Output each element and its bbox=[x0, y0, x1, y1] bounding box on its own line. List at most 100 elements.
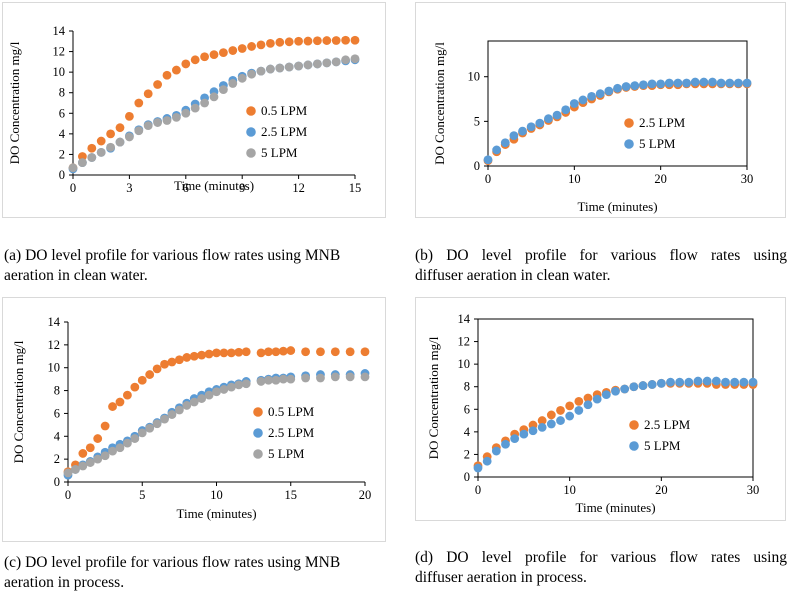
data-point bbox=[569, 99, 579, 108]
data-point bbox=[742, 78, 752, 88]
y-tick-label: 6 bbox=[54, 406, 60, 420]
y-axis-label: DO Concentration mg/l bbox=[11, 340, 26, 463]
data-point bbox=[565, 411, 575, 421]
data-point bbox=[266, 38, 275, 48]
data-point bbox=[330, 372, 340, 382]
chart-panel-c: 0 2 4 6 8 10 12 14 0 5 10 15 20 Time (minutes) DO Conc… bbox=[2, 297, 386, 542]
legend-marker bbox=[253, 407, 263, 417]
data-point bbox=[699, 77, 709, 87]
data-point bbox=[247, 69, 256, 79]
data-point bbox=[711, 376, 721, 386]
y-tick-label: 6 bbox=[59, 106, 65, 120]
data-point bbox=[739, 377, 749, 387]
legend-label: 0.5 LPM bbox=[261, 103, 308, 118]
x-tick-label: 0 bbox=[65, 488, 71, 502]
chart-b: 0 5 10 0 10 20 30 Time (minutes) DO Concentratio… bbox=[432, 40, 753, 214]
x-tick-label: 15 bbox=[285, 488, 298, 502]
data-point bbox=[78, 158, 87, 168]
data-point bbox=[123, 438, 132, 448]
data-point bbox=[501, 439, 510, 449]
data-point bbox=[134, 126, 144, 136]
data-point bbox=[219, 348, 229, 358]
data-point bbox=[174, 405, 184, 415]
data-point bbox=[360, 347, 370, 357]
legend-marker bbox=[253, 428, 263, 438]
data-point bbox=[278, 374, 288, 384]
x-tick-label: 10 bbox=[210, 488, 223, 502]
chart-c: 0 2 4 6 8 10 12 14 0 5 10 15 20 Time (minutes) DO Conc… bbox=[11, 315, 371, 521]
data-point bbox=[93, 454, 103, 464]
y-tick-label: 10 bbox=[53, 65, 66, 79]
data-point bbox=[264, 375, 273, 385]
data-point bbox=[219, 85, 228, 95]
data-point bbox=[172, 113, 181, 122]
legend-marker bbox=[253, 449, 263, 459]
data-point bbox=[209, 50, 219, 60]
data-point bbox=[125, 111, 134, 121]
data-point bbox=[256, 40, 266, 50]
data-point bbox=[638, 381, 648, 390]
data-point bbox=[271, 375, 281, 385]
data-point bbox=[313, 36, 322, 46]
data-point bbox=[322, 58, 332, 68]
data-point bbox=[96, 136, 106, 146]
data-point bbox=[535, 118, 545, 128]
data-point bbox=[537, 416, 547, 425]
data-point bbox=[167, 357, 177, 367]
data-point bbox=[78, 449, 88, 458]
data-point bbox=[182, 353, 192, 362]
data-point bbox=[546, 419, 556, 429]
data-point bbox=[226, 382, 236, 392]
y-tick-label: 0 bbox=[474, 159, 480, 173]
data-point bbox=[197, 394, 207, 403]
data-point bbox=[492, 145, 502, 155]
data-point bbox=[473, 463, 483, 473]
x-tick-label: 10 bbox=[568, 172, 581, 186]
caption-b-line-2: diffuser aeration in clean water. bbox=[415, 267, 611, 284]
data-point bbox=[71, 465, 80, 474]
data-point bbox=[666, 377, 675, 387]
series-5-lpm bbox=[483, 77, 752, 165]
data-point bbox=[85, 458, 95, 467]
data-point bbox=[595, 89, 605, 99]
data-point bbox=[664, 78, 674, 88]
data-point bbox=[574, 406, 584, 415]
series-5-lpm bbox=[68, 54, 360, 173]
data-point bbox=[190, 55, 200, 65]
data-point bbox=[106, 129, 115, 139]
data-point bbox=[716, 78, 726, 88]
data-point bbox=[684, 377, 694, 387]
legend-label: 5 LPM bbox=[644, 438, 681, 453]
data-point bbox=[174, 355, 184, 365]
x-tick-label: 3 bbox=[126, 181, 132, 195]
data-point bbox=[234, 347, 244, 357]
data-point bbox=[108, 446, 117, 456]
series-0-5-lpm bbox=[63, 346, 370, 477]
data-point bbox=[360, 372, 370, 382]
data-point bbox=[483, 155, 493, 165]
data-point bbox=[528, 426, 538, 436]
data-point bbox=[181, 59, 191, 69]
y-tick-label: 8 bbox=[59, 86, 65, 100]
data-point bbox=[730, 377, 740, 387]
data-point bbox=[286, 346, 296, 355]
x-axis-label: Time (minutes) bbox=[176, 506, 256, 521]
data-point bbox=[130, 434, 140, 443]
y-tick-label: 5 bbox=[474, 114, 480, 128]
x-tick-label: 30 bbox=[747, 483, 760, 497]
x-tick-label: 6 bbox=[183, 181, 189, 195]
data-point bbox=[294, 36, 303, 46]
caption-d: (d) DO level profile for various flow ra… bbox=[415, 548, 787, 588]
legend-label: 2.5 LPM bbox=[644, 417, 691, 432]
y-tick-label: 14 bbox=[48, 315, 61, 329]
y-tick-label: 12 bbox=[48, 338, 61, 352]
y-tick-label: 14 bbox=[458, 312, 471, 326]
plot-frame bbox=[477, 318, 754, 478]
data-point bbox=[264, 347, 273, 357]
y-tick-label: 0 bbox=[464, 470, 470, 484]
caption-c-line-1: (c) DO level profile for various flow ra… bbox=[4, 554, 341, 571]
data-point bbox=[587, 91, 596, 101]
data-point bbox=[237, 73, 247, 83]
data-point bbox=[284, 37, 294, 47]
data-point bbox=[552, 110, 562, 120]
